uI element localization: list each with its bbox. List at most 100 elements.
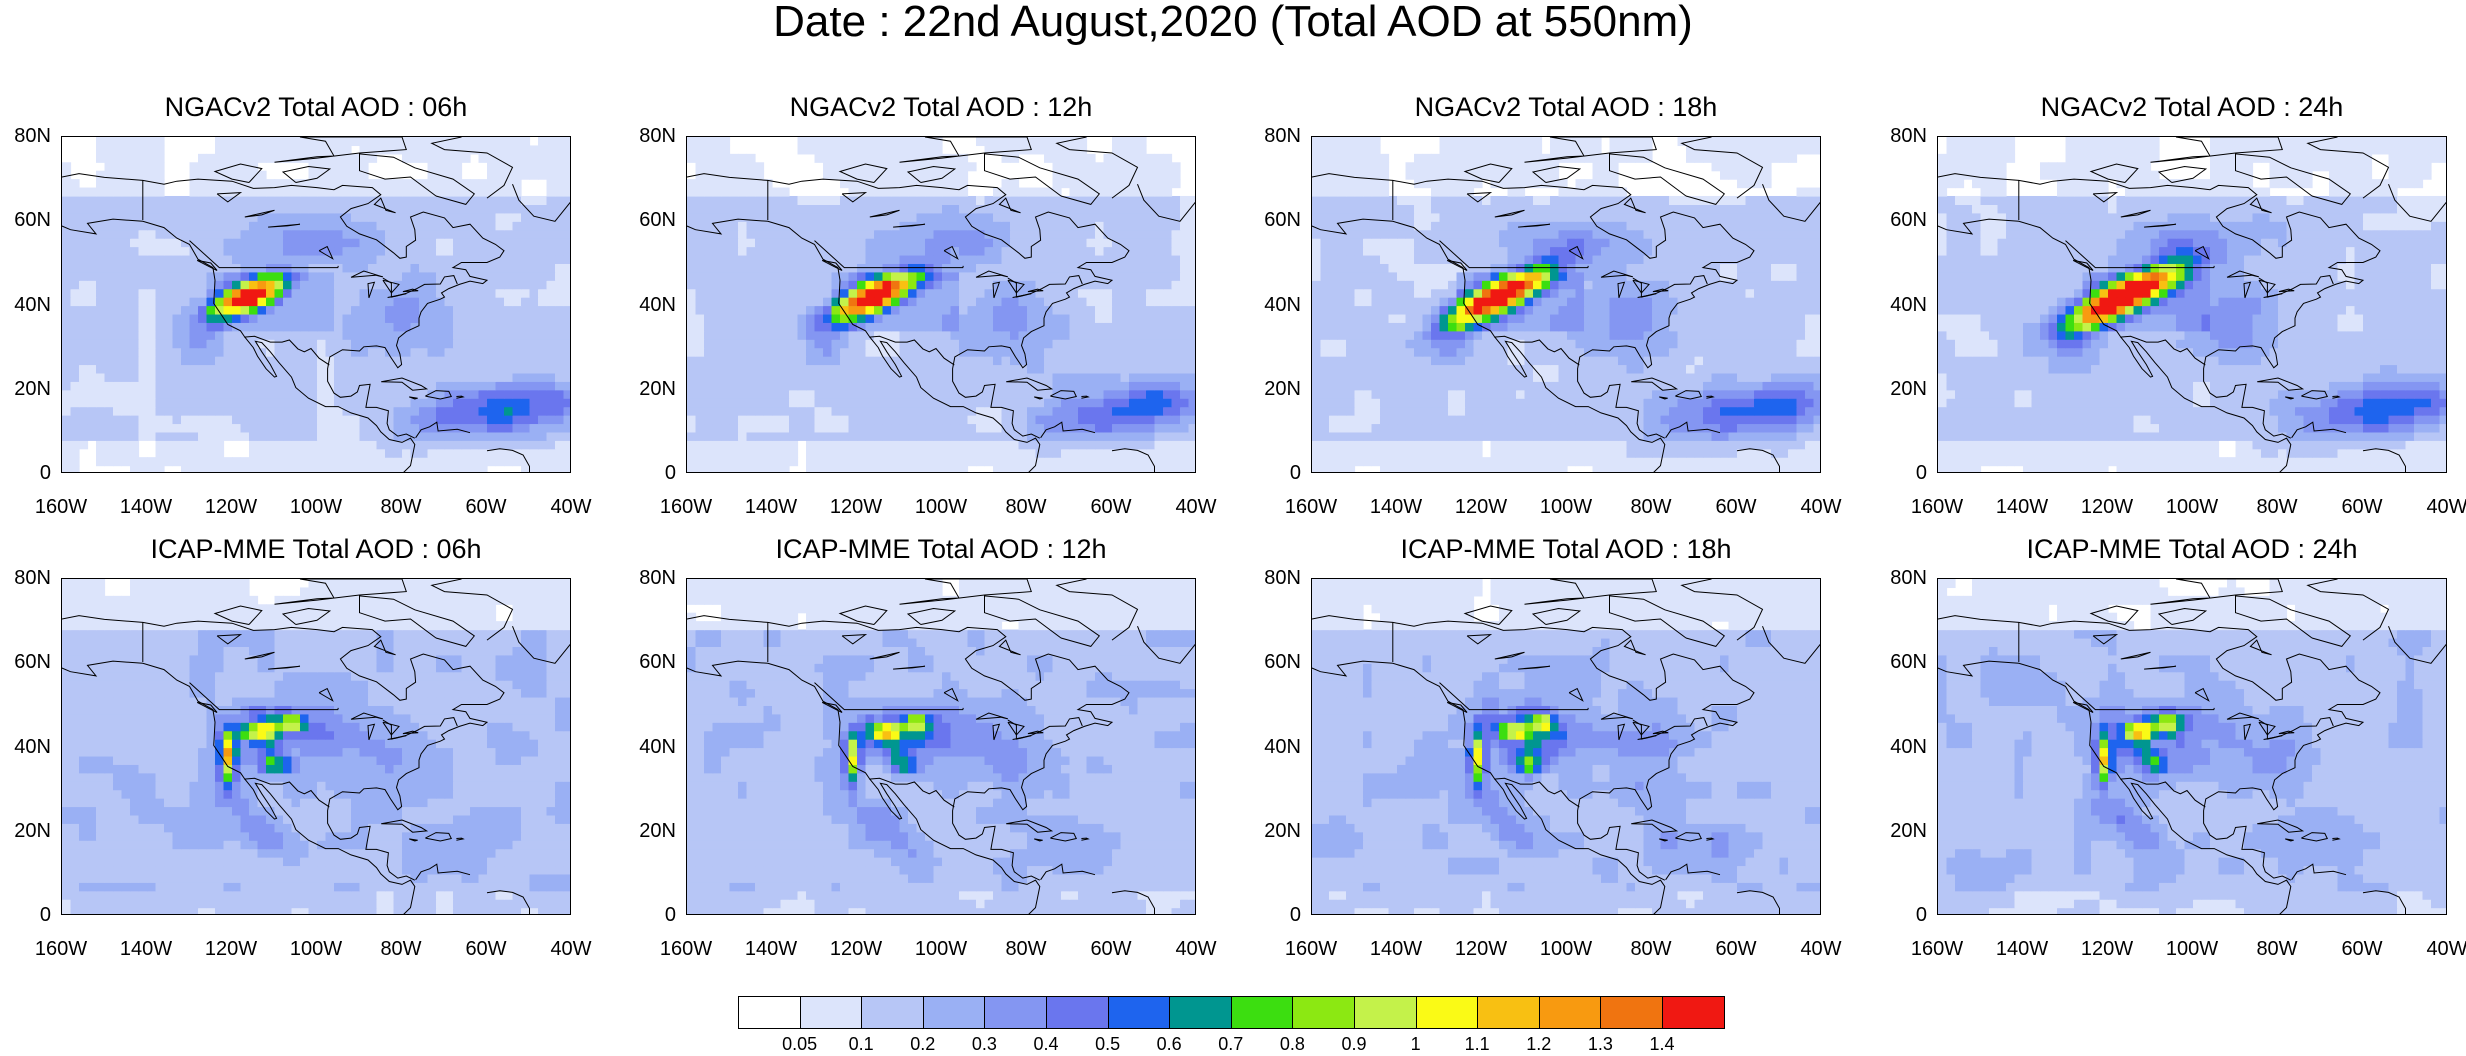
y-tick-label: 40N bbox=[639, 735, 676, 758]
y-tick-label: 0 bbox=[1915, 462, 1927, 484]
y-tick-label: 0 bbox=[39, 904, 51, 926]
colorbar-label: 0.2 bbox=[910, 1034, 936, 1054]
colorbar-cell bbox=[1415, 996, 1479, 1029]
x-tick-label: 140W bbox=[1369, 938, 1423, 960]
aod-map bbox=[1311, 136, 1821, 473]
y-tick-label: 60N bbox=[1890, 209, 1927, 232]
x-tick-label: 60W bbox=[1090, 938, 1132, 960]
y-tick-label: 0 bbox=[664, 462, 676, 484]
coastline bbox=[1659, 396, 1668, 400]
coastline bbox=[213, 605, 263, 625]
y-tick-label: 20N bbox=[1264, 377, 1301, 400]
coastline bbox=[1446, 259, 1468, 271]
coastline bbox=[1631, 819, 1679, 833]
x-tick-label: 160W bbox=[34, 496, 88, 518]
colorbar-label: 0.1 bbox=[848, 1034, 874, 1054]
coastline bbox=[381, 377, 429, 391]
coastline bbox=[512, 626, 570, 664]
country-border bbox=[869, 335, 955, 366]
lake-outline bbox=[216, 192, 243, 203]
coastline bbox=[1762, 184, 1820, 222]
coastline bbox=[1659, 838, 1668, 842]
y-tick-label: 40N bbox=[639, 293, 676, 316]
lake-outline bbox=[2194, 687, 2210, 702]
x-tick-label: 80W bbox=[1005, 938, 1047, 960]
y-tick-label: 80N bbox=[14, 567, 51, 589]
coastline bbox=[2157, 165, 2208, 183]
coastline bbox=[1463, 163, 1513, 183]
lake-outline bbox=[1632, 721, 1650, 736]
lake-outline bbox=[1568, 245, 1584, 260]
y-tick-label: 60N bbox=[1890, 651, 1927, 674]
x-tick-label: 160W bbox=[659, 496, 713, 518]
x-tick-label: 120W bbox=[2080, 938, 2134, 960]
coastline bbox=[1034, 396, 1043, 400]
country-border bbox=[244, 777, 330, 808]
coastline bbox=[1680, 579, 1764, 641]
x-tick-label: 80W bbox=[380, 496, 422, 518]
country-border bbox=[244, 335, 330, 366]
lake-outline bbox=[869, 651, 900, 660]
x-tick-label: 40W bbox=[2426, 496, 2466, 518]
coastline bbox=[2291, 421, 2347, 439]
x-tick-label: 80W bbox=[1005, 496, 1047, 518]
lake-outline bbox=[1600, 270, 1634, 278]
colorbar-cell bbox=[861, 996, 924, 1029]
y-tick-label: 40N bbox=[1264, 293, 1301, 316]
lake-outline bbox=[244, 651, 275, 660]
coastline bbox=[1524, 137, 1657, 163]
coastline bbox=[1631, 377, 1679, 391]
coastline bbox=[899, 579, 1032, 605]
x-tick-label: 40W bbox=[1800, 496, 1842, 518]
coastline bbox=[2306, 137, 2390, 199]
lake-outline bbox=[318, 245, 334, 260]
coastline bbox=[2332, 395, 2341, 399]
y-tick-label: 40N bbox=[14, 293, 51, 316]
aod-field bbox=[1312, 137, 1820, 472]
coastline bbox=[1623, 197, 1646, 214]
coastline bbox=[62, 660, 416, 914]
coastline bbox=[2157, 607, 2208, 625]
lake-outline bbox=[943, 245, 959, 260]
coastline bbox=[281, 607, 332, 625]
coastline bbox=[1680, 137, 1764, 199]
x-tick-label: 40W bbox=[1175, 938, 1217, 960]
coastline bbox=[1050, 832, 1078, 842]
coastline bbox=[409, 838, 418, 842]
country-border bbox=[382, 275, 458, 298]
lake-outline bbox=[1617, 723, 1626, 741]
lake-outline bbox=[367, 723, 376, 741]
x-tick-label: 100W bbox=[289, 938, 343, 960]
coastline bbox=[2301, 390, 2329, 400]
coastline bbox=[2362, 890, 2406, 914]
aod-field bbox=[687, 137, 1195, 472]
y-tick-label: 80N bbox=[1890, 567, 1927, 589]
country-border bbox=[2065, 682, 2215, 711]
coastline bbox=[2306, 579, 2390, 641]
coastline bbox=[373, 197, 396, 214]
country-border bbox=[869, 777, 955, 808]
lake-outline bbox=[318, 687, 334, 702]
lake-outline bbox=[869, 209, 900, 218]
x-tick-label: 60W bbox=[465, 496, 507, 518]
y-tick-label: 60N bbox=[14, 209, 51, 232]
y-tick-label: 40N bbox=[1890, 293, 1927, 316]
coastline bbox=[1938, 660, 2292, 914]
colorbar-cell bbox=[1169, 996, 1232, 1029]
colorbar-cell bbox=[1477, 996, 1540, 1029]
coastline bbox=[1111, 890, 1155, 914]
lake-outline bbox=[1568, 687, 1584, 702]
coastline bbox=[2089, 605, 2139, 625]
coastline bbox=[2249, 639, 2272, 656]
coastline bbox=[2235, 153, 2352, 205]
lake-outline bbox=[1466, 192, 1493, 203]
y-tick-label: 0 bbox=[1915, 904, 1927, 926]
panel-title: NGACv2 Total AOD : 24h bbox=[2040, 92, 2344, 122]
coastline bbox=[984, 153, 1101, 205]
coastline bbox=[687, 615, 1130, 881]
colorbar-label: 0.3 bbox=[971, 1034, 997, 1054]
panel-title: ICAP-MME Total AOD : 18h bbox=[1400, 534, 1732, 564]
country-border bbox=[814, 682, 964, 711]
coastline bbox=[359, 595, 476, 647]
coastline bbox=[2285, 396, 2294, 400]
